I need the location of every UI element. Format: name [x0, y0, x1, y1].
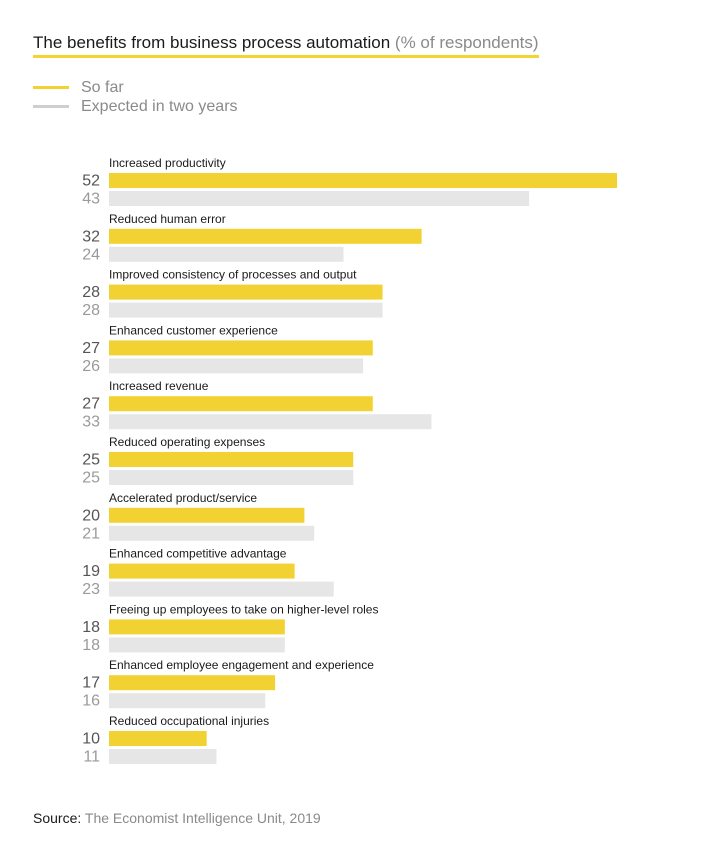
value-label-so-far: 17: [82, 675, 100, 692]
value-label-so-far: 19: [82, 563, 100, 580]
value-label-so-far: 27: [82, 396, 100, 413]
value-label-so-far: 20: [82, 507, 100, 524]
bar-expected: [109, 525, 315, 541]
value-label-so-far: 25: [82, 452, 100, 469]
value-label-expected: 33: [82, 414, 100, 431]
bar-so-far: [109, 507, 305, 523]
source-note: Source: The Economist Intelligence Unit,…: [33, 810, 321, 826]
bar-expected: [109, 637, 285, 653]
value-label-expected: 25: [82, 470, 100, 487]
category-label: Enhanced competitive advantage: [109, 547, 287, 561]
bar-so-far: [109, 452, 354, 467]
value-label-expected: 23: [82, 581, 100, 598]
bar-so-far: [109, 173, 618, 188]
category-label: Enhanced employee engagement and experie…: [109, 658, 374, 672]
chart-subtitle: (% of respondents): [394, 33, 539, 52]
value-label-expected: 11: [83, 749, 100, 766]
value-label-expected: 21: [82, 525, 100, 542]
bar-so-far: [109, 396, 373, 412]
value-label-expected: 28: [82, 302, 100, 319]
value-label-expected: 43: [82, 191, 100, 208]
bar-so-far: [109, 619, 285, 635]
legend-item-expected: Expected in two years: [33, 97, 238, 116]
category-label: Increased productivity: [109, 156, 226, 170]
legend-swatch-so-far: [33, 86, 69, 89]
bar-expected: [109, 581, 334, 597]
bar-so-far: [109, 228, 422, 244]
bar-so-far: [109, 675, 276, 691]
value-label-expected: 26: [82, 358, 100, 375]
bar-expected: [109, 693, 266, 709]
bar-so-far: [109, 340, 373, 356]
value-label-so-far: 10: [82, 731, 100, 748]
category-label: Improved consistency of processes and ou…: [109, 268, 357, 282]
bar-expected: [109, 191, 530, 206]
legend: So far Expected in two years: [33, 78, 238, 116]
value-label-so-far: 28: [82, 284, 100, 301]
bar-expected: [109, 414, 432, 430]
bar-expected: [109, 302, 383, 318]
value-label-so-far: 52: [82, 173, 100, 190]
category-label: Reduced occupational injuries: [109, 714, 269, 728]
source-label: Source:: [33, 810, 82, 826]
value-label-so-far: 27: [82, 340, 100, 357]
legend-swatch-expected: [33, 105, 69, 108]
value-label-so-far: 32: [82, 228, 100, 245]
chart-title-block: The benefits from business process autom…: [33, 33, 539, 58]
value-label-so-far: 18: [82, 619, 100, 636]
legend-label-so-far: So far: [81, 78, 124, 96]
category-label: Freeing up employees to take on higher-l…: [109, 602, 378, 616]
bar-so-far: [109, 563, 295, 579]
bar-expected: [109, 246, 344, 262]
value-label-expected: 18: [82, 637, 100, 654]
source-text: The Economist Intelligence Unit, 2019: [84, 810, 321, 826]
legend-label-expected: Expected in two years: [81, 97, 238, 115]
value-label-expected: 24: [82, 246, 100, 263]
bar-expected: [109, 358, 364, 374]
legend-item-so-far: So far: [33, 78, 238, 97]
chart-title: The benefits from business process autom…: [33, 33, 391, 52]
category-label: Reduced human error: [109, 212, 226, 226]
category-label: Reduced operating expenses: [109, 435, 265, 449]
category-label: Enhanced customer experience: [109, 323, 278, 337]
value-label-expected: 16: [82, 693, 100, 710]
category-label: Accelerated product/service: [109, 491, 257, 505]
bar-expected: [109, 470, 354, 485]
bar-so-far: [109, 284, 383, 300]
bar-so-far: [109, 731, 207, 746]
bar-expected: [109, 749, 217, 764]
category-label: Increased revenue: [109, 379, 209, 393]
